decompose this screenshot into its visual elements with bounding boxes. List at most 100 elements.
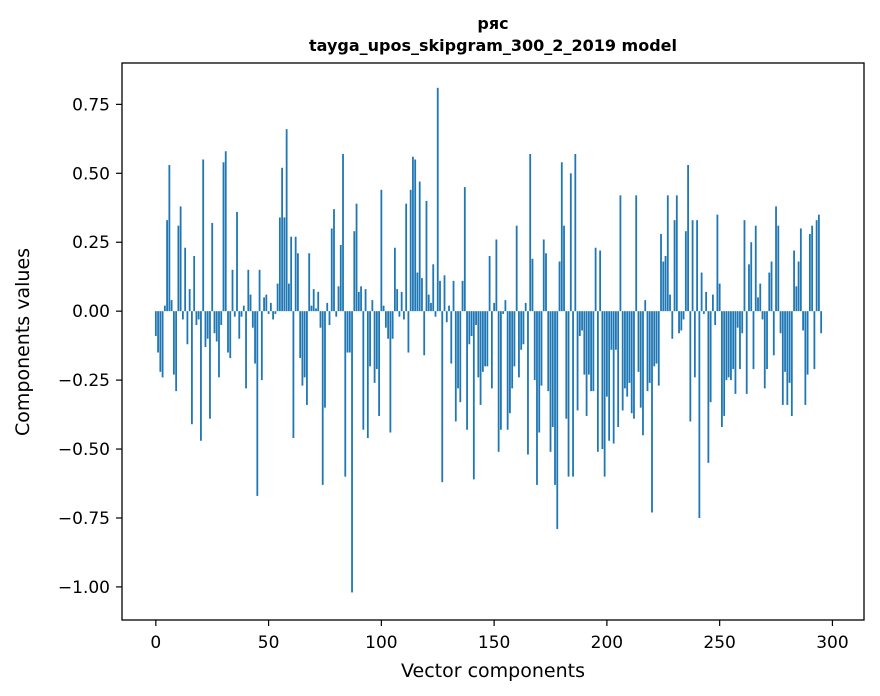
bar <box>448 305 450 312</box>
bar <box>581 311 583 331</box>
bar <box>391 311 394 339</box>
bar <box>646 311 649 392</box>
bar <box>770 261 773 312</box>
bar <box>267 311 270 314</box>
bar <box>752 311 755 370</box>
x-tick-label: 50 <box>258 633 280 653</box>
bar <box>344 311 347 477</box>
bar <box>567 311 570 477</box>
bar <box>154 311 157 336</box>
bar <box>633 311 635 419</box>
bar <box>707 311 710 463</box>
x-axis-label: Vector components <box>401 660 585 682</box>
bar <box>360 286 362 312</box>
bar <box>655 311 658 364</box>
bar <box>222 162 225 312</box>
bar <box>393 247 396 312</box>
bar <box>206 311 209 339</box>
bar <box>335 311 338 317</box>
bar <box>811 225 814 312</box>
bar <box>301 311 304 386</box>
bar <box>490 311 493 389</box>
bar <box>179 206 182 312</box>
bar <box>736 311 739 328</box>
bar <box>430 302 432 312</box>
bar <box>687 165 689 312</box>
bar <box>797 261 800 312</box>
bar <box>603 311 606 477</box>
bar <box>549 311 552 452</box>
bar <box>346 311 349 353</box>
bar <box>558 261 561 312</box>
bar <box>766 311 768 370</box>
bar <box>772 311 775 356</box>
bar <box>434 311 437 317</box>
chart-title-group: ряс tayga_upos_skipgram_300_2_2019 model <box>309 14 677 55</box>
bar <box>306 311 308 405</box>
bar <box>191 311 193 425</box>
bar <box>236 211 238 312</box>
bar <box>651 311 653 513</box>
bar <box>362 311 365 430</box>
bar <box>375 311 378 370</box>
bar <box>339 244 342 312</box>
bar <box>741 311 744 334</box>
bar <box>775 206 777 312</box>
bar <box>596 311 599 452</box>
bar <box>504 300 507 312</box>
bar <box>278 217 281 312</box>
x-axis-ticks: 0 50 100 150 200 250 300 <box>150 620 849 653</box>
bars-layer <box>154 87 823 593</box>
bar <box>745 311 748 394</box>
bar <box>768 272 771 312</box>
bar <box>439 280 441 312</box>
bar <box>806 311 809 375</box>
bar <box>563 225 565 312</box>
y-tick-label: 0.75 <box>72 95 110 115</box>
bar <box>556 311 559 530</box>
bar <box>211 222 214 312</box>
bar <box>423 311 426 356</box>
bar <box>669 294 671 312</box>
bar <box>479 311 482 405</box>
bar <box>412 156 414 312</box>
bar <box>808 233 811 312</box>
bar <box>389 311 392 433</box>
bar <box>224 151 227 312</box>
x-tick-label: 100 <box>365 633 397 653</box>
bar <box>441 311 444 483</box>
bar <box>531 258 534 312</box>
bar <box>601 311 604 450</box>
bar <box>263 297 265 312</box>
bar <box>536 311 538 485</box>
bar <box>790 311 793 416</box>
bar <box>644 300 647 312</box>
bar <box>642 311 644 436</box>
bar <box>524 302 527 312</box>
bar <box>551 311 554 427</box>
bar <box>308 253 311 312</box>
bar <box>186 311 189 345</box>
bar <box>515 225 518 312</box>
bar <box>369 311 371 367</box>
bar <box>624 311 626 389</box>
y-tick-label: −1.00 <box>58 578 110 598</box>
bar <box>518 311 520 378</box>
bar <box>184 247 187 312</box>
bar <box>170 300 173 312</box>
bar <box>594 247 597 312</box>
bar <box>763 311 766 389</box>
bar <box>247 269 250 312</box>
x-tick-label: 200 <box>591 633 623 653</box>
bar <box>283 217 286 312</box>
bar <box>238 311 241 339</box>
bar <box>727 311 730 378</box>
bar <box>366 311 369 439</box>
bar <box>793 250 795 312</box>
bar <box>324 311 326 408</box>
bar <box>689 311 692 422</box>
bar <box>443 275 446 312</box>
bar <box>700 272 703 312</box>
bar <box>285 129 288 312</box>
bar <box>249 294 252 312</box>
